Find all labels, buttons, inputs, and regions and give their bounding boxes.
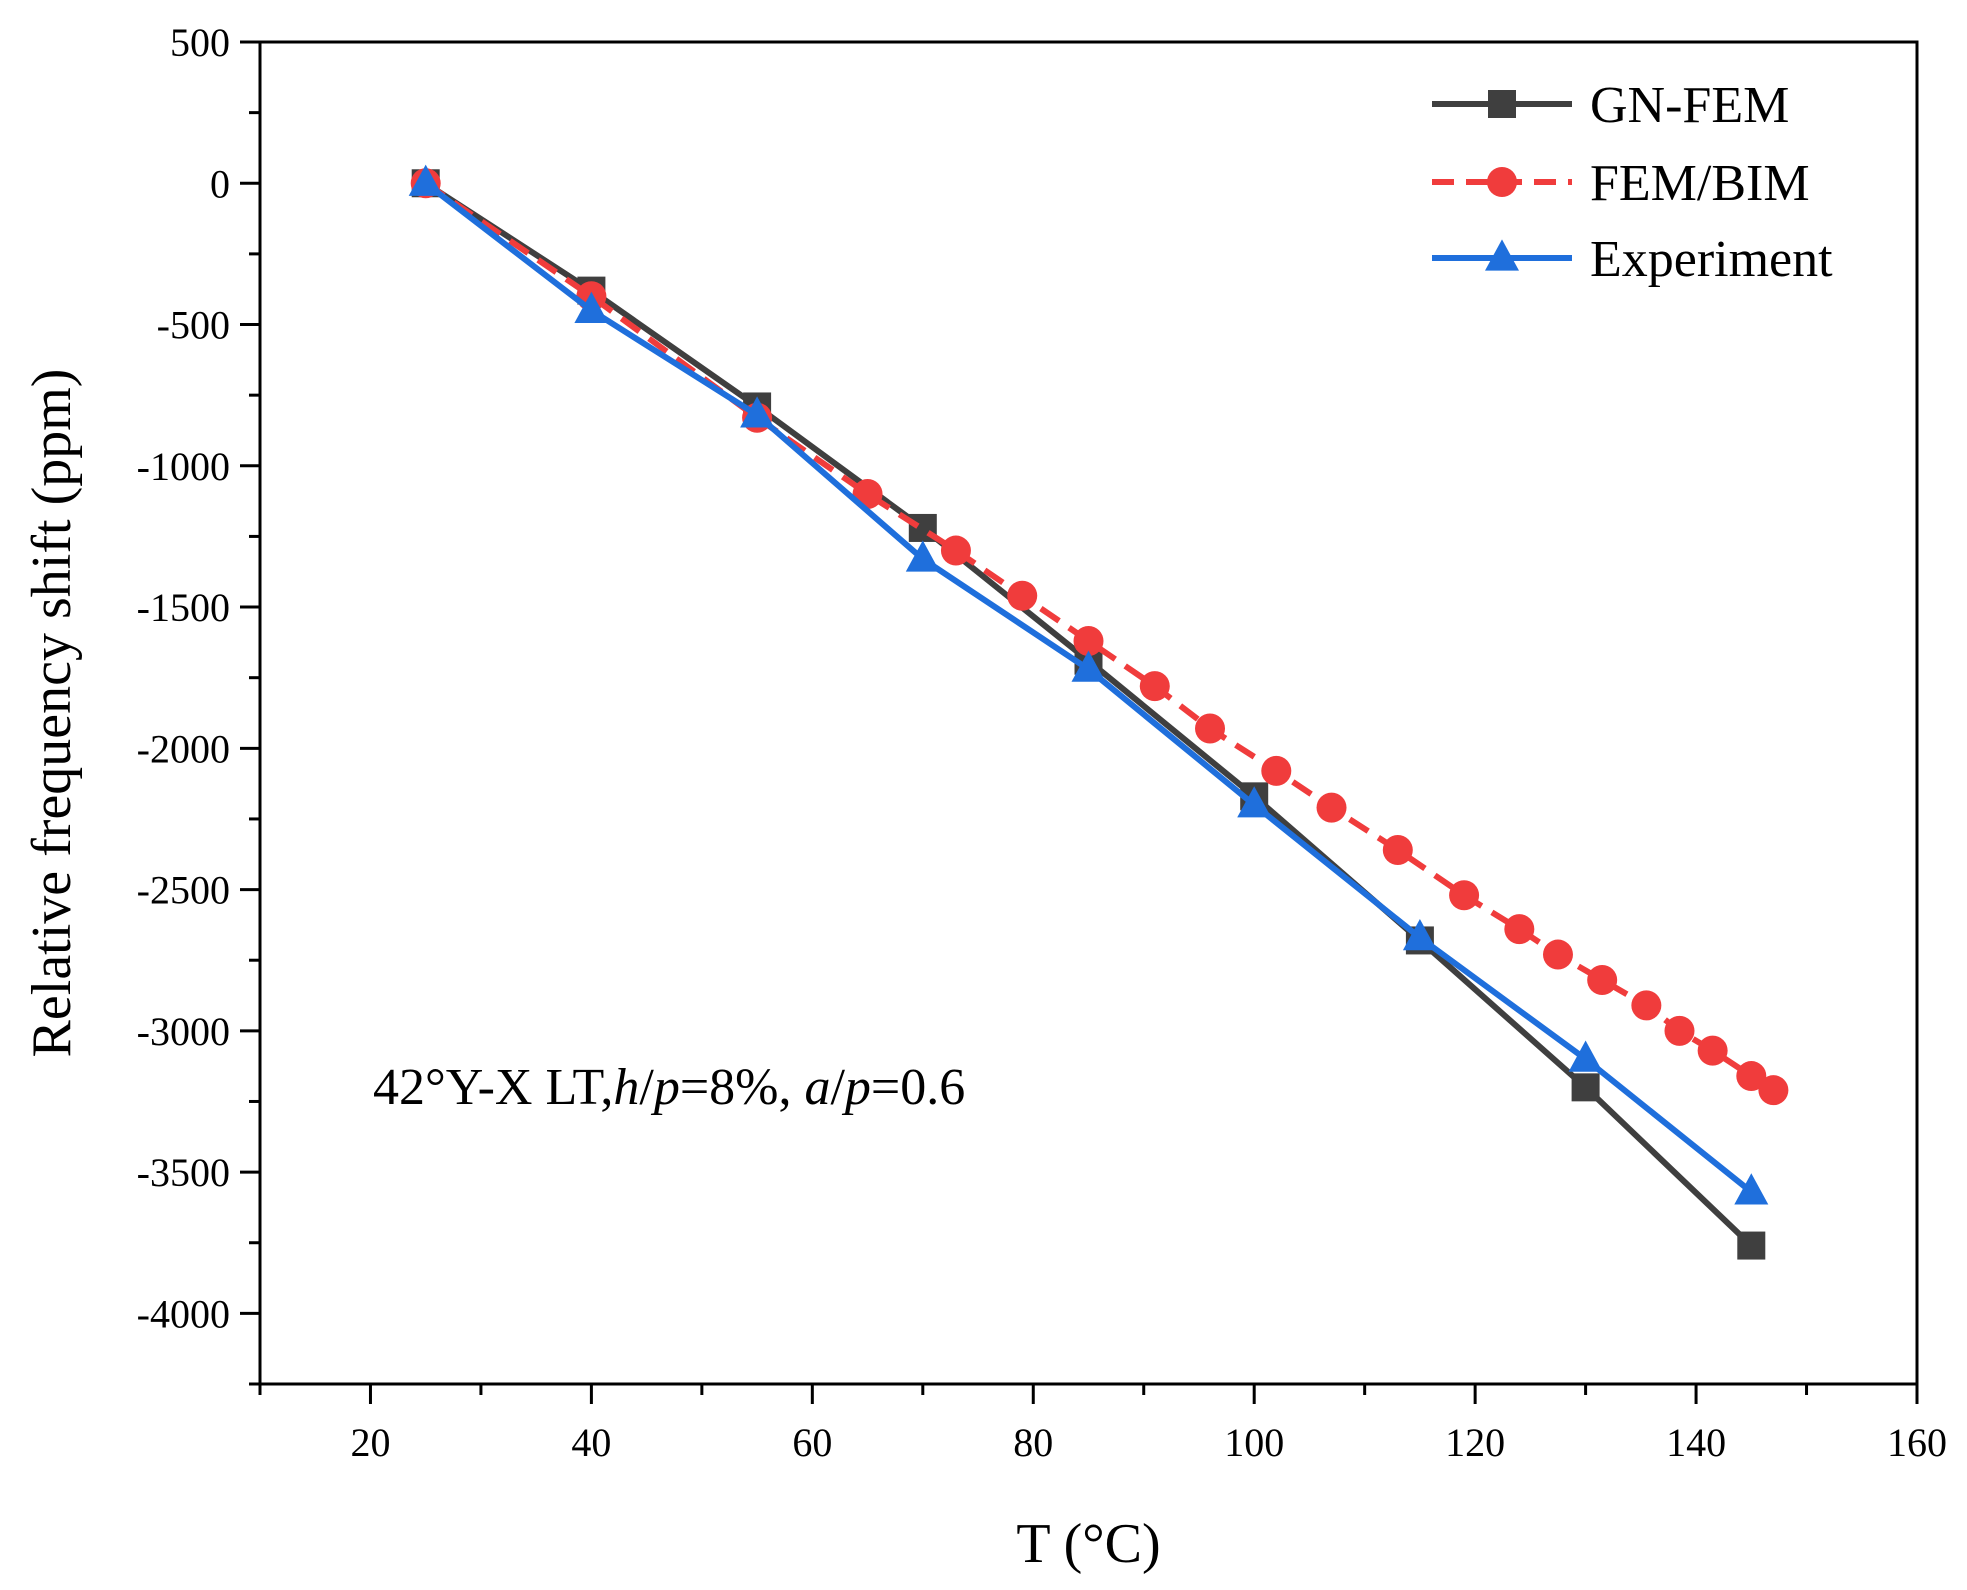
- data-point: [1504, 914, 1535, 945]
- x-axis: 20 40 60 80 100 120 140 160: [258, 1384, 1947, 1465]
- data-point: [1587, 964, 1618, 995]
- chart-annotation: 42°Y-X LT,h/p=8%, a/p=0.6: [373, 1059, 965, 1116]
- data-point: [1568, 1040, 1603, 1072]
- data-point: [1316, 792, 1347, 823]
- data-point: [1737, 1231, 1766, 1260]
- annotation-p-2: p: [841, 1059, 871, 1116]
- data-point: [1071, 650, 1106, 682]
- y-tick-label: -2000: [137, 726, 230, 771]
- legend-item: GN-FEM: [1432, 77, 1789, 134]
- y-tick-label: -1000: [137, 444, 230, 489]
- data-point: [1073, 625, 1104, 656]
- x-tick-label: 120: [1445, 1420, 1505, 1465]
- series-experiment: [408, 164, 1769, 1205]
- data-point: [574, 291, 609, 323]
- y-tick-label: 500: [170, 20, 230, 65]
- legend-marker: [1487, 167, 1517, 197]
- data-point: [1542, 939, 1573, 970]
- data-point: [1195, 713, 1226, 744]
- legend-label: GN-FEM: [1590, 77, 1789, 134]
- y-tick-label: -4000: [137, 1291, 230, 1336]
- data-point: [1736, 1061, 1767, 1092]
- annotation-prefix: 42°Y-X LT,: [373, 1059, 613, 1116]
- data-point: [1382, 835, 1413, 866]
- data-point: [1631, 990, 1662, 1021]
- legend-item: Experiment: [1432, 231, 1833, 288]
- legend-item: FEM/BIM: [1432, 155, 1810, 212]
- data-point: [1261, 755, 1292, 786]
- data-point: [1697, 1035, 1728, 1066]
- y-tick-label: -3500: [137, 1150, 230, 1195]
- x-tick-label: 80: [1013, 1420, 1053, 1465]
- data-point: [408, 164, 443, 196]
- data-point: [1237, 786, 1272, 818]
- y-axis-title: Relative frequency shift (ppm): [21, 369, 83, 1058]
- y-tick-label: -500: [157, 303, 230, 348]
- data-point: [1758, 1075, 1789, 1106]
- legend-marker: [1488, 90, 1516, 118]
- series-layer: [408, 164, 1789, 1260]
- annotation-p-1: p: [650, 1059, 680, 1116]
- annotation-slash-2: /: [830, 1059, 845, 1116]
- legend-marker: [1485, 239, 1519, 271]
- y-tick-label: -2500: [137, 868, 230, 913]
- x-tick-label: 40: [571, 1420, 611, 1465]
- annotation-suffix: =0.6: [871, 1059, 965, 1116]
- data-point: [1734, 1173, 1769, 1205]
- data-point: [1664, 1015, 1695, 1046]
- x-tick-label: 140: [1666, 1420, 1726, 1465]
- data-point: [740, 396, 775, 428]
- y-axis: 500 0 -500 -1000 -1500 -2000 -2500 -3000 -3500 -4…: [137, 20, 260, 1386]
- y-tick-label: -1500: [137, 585, 230, 630]
- annotation-slash-1: /: [639, 1059, 654, 1116]
- x-tick-label: 60: [792, 1420, 832, 1465]
- x-tick-label: 20: [350, 1420, 390, 1465]
- y-tick-label: 0: [210, 161, 230, 206]
- data-point: [905, 540, 940, 572]
- data-point: [940, 535, 971, 566]
- annotation-a: a: [804, 1059, 830, 1116]
- annotation-mid: =8%,: [680, 1059, 805, 1116]
- data-point: [1402, 919, 1437, 951]
- data-point: [1139, 671, 1170, 702]
- x-tick-label: 100: [1224, 1420, 1284, 1465]
- legend-label: Experiment: [1590, 231, 1833, 288]
- legend: GN-FEM FEM/BIM Experiment: [1432, 77, 1833, 288]
- data-point: [1007, 580, 1038, 611]
- annotation-h: h: [613, 1059, 639, 1116]
- data-point: [1571, 1073, 1600, 1102]
- x-tick-label: 160: [1887, 1420, 1947, 1465]
- x-axis-title: T (°C): [1016, 1513, 1160, 1575]
- plot-frame: [258, 40, 1919, 1386]
- data-point: [1449, 880, 1480, 911]
- y-tick-label: -3000: [137, 1009, 230, 1054]
- legend-label: FEM/BIM: [1590, 155, 1810, 212]
